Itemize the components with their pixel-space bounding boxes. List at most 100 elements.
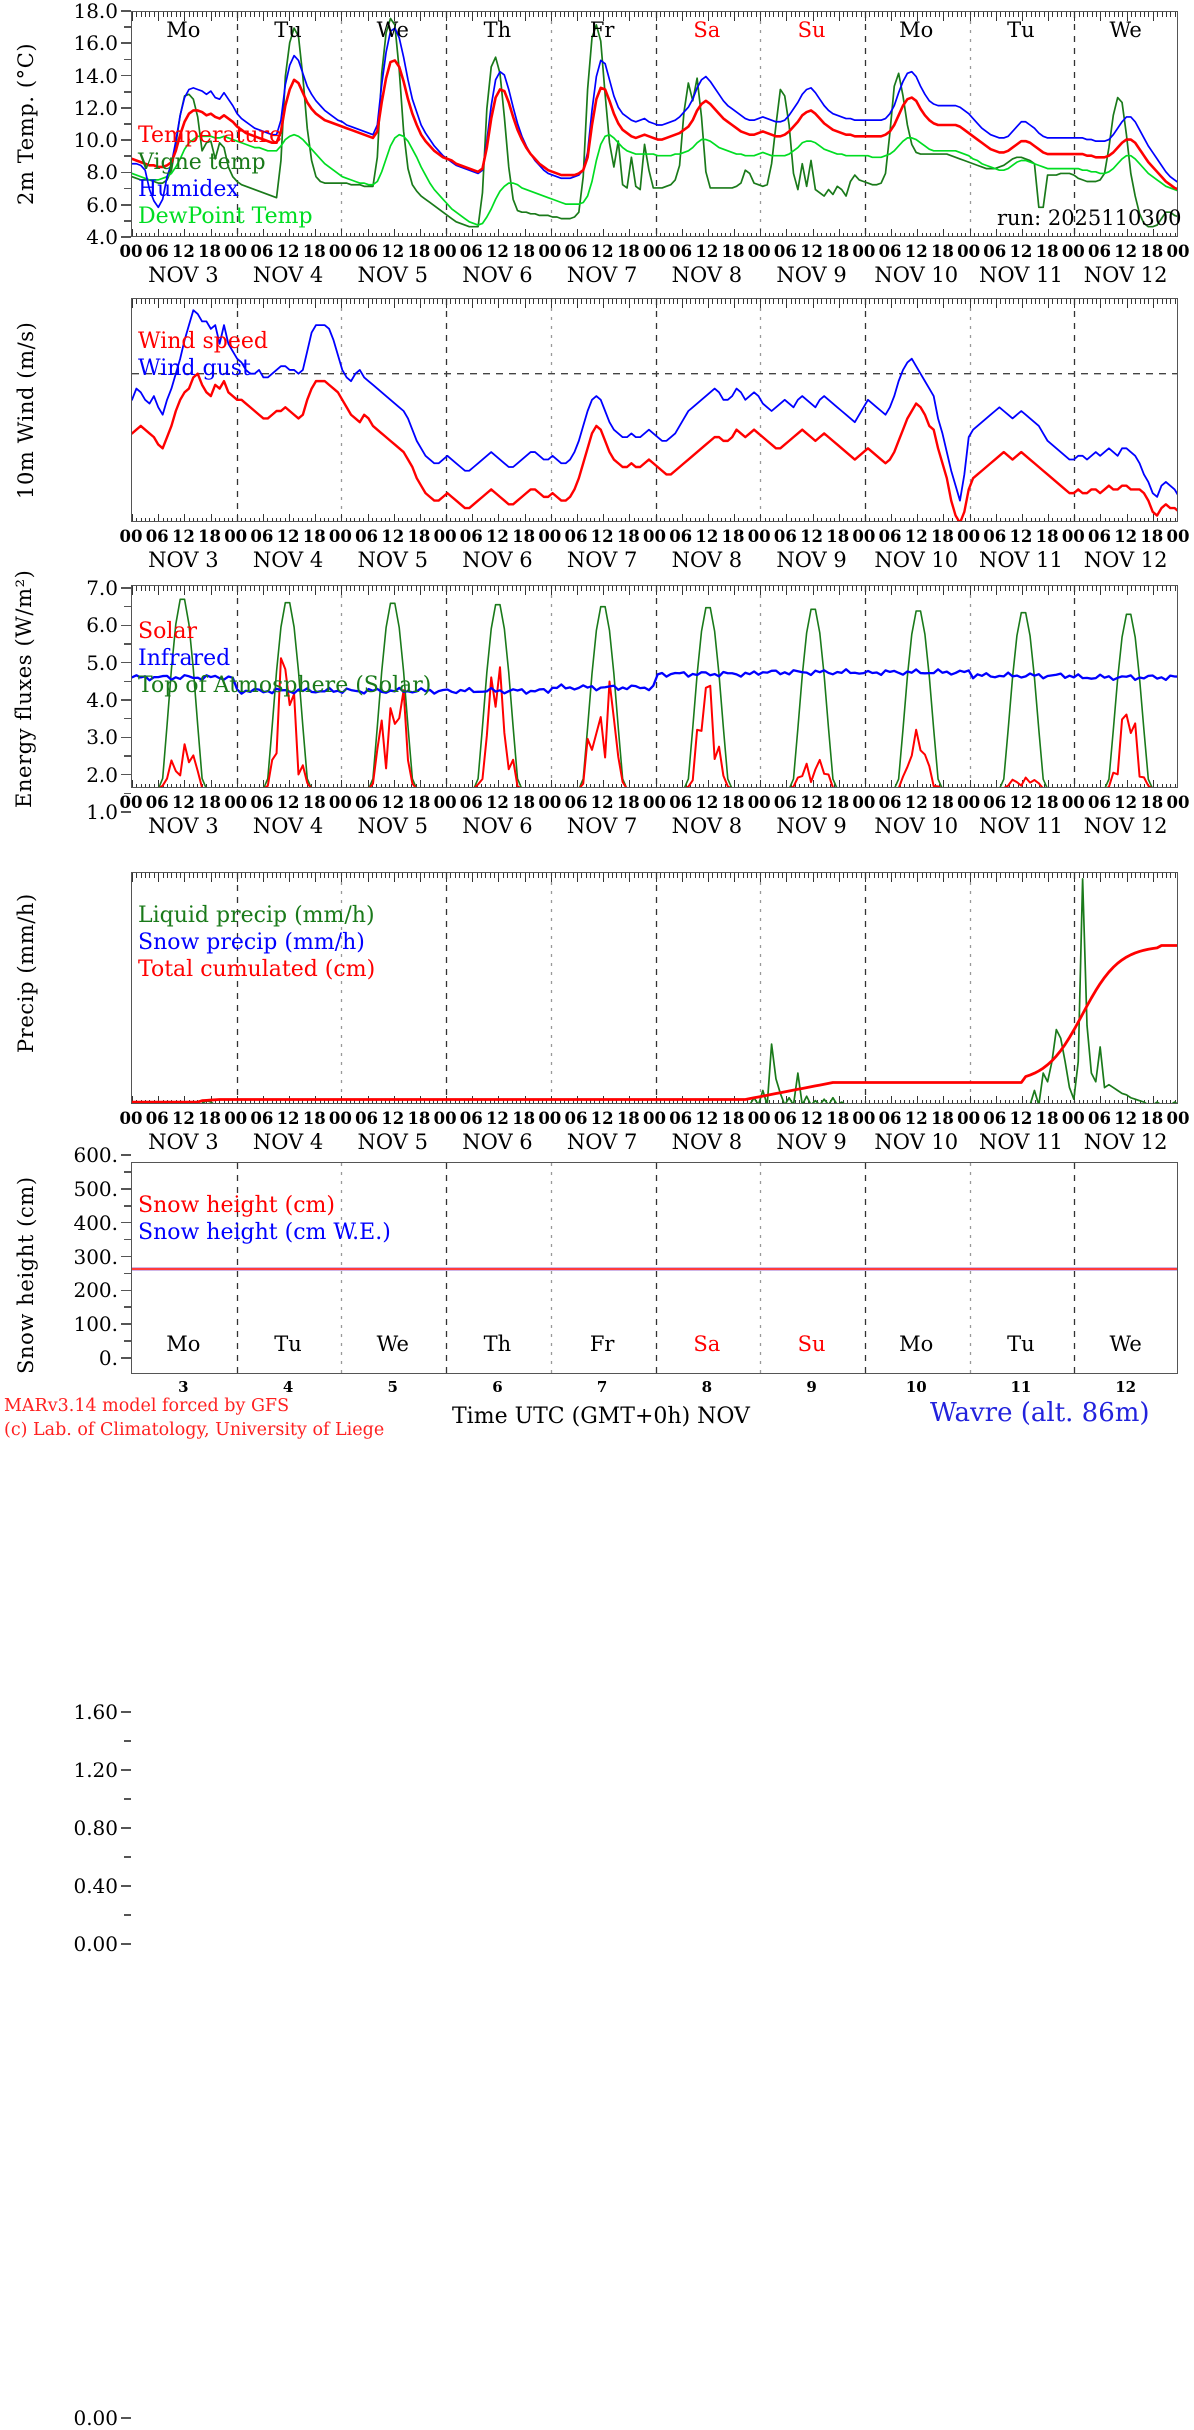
hour-tick-label: 18	[302, 793, 326, 812]
hour-tick-label: 06	[564, 527, 588, 546]
temperature-plot-svg	[132, 12, 1177, 236]
wind-plot-svg	[132, 299, 1177, 521]
hour-tick-label: 18	[1035, 527, 1059, 546]
hour-tick-label: 06	[773, 527, 797, 546]
hour-tick-label: 18	[1140, 242, 1164, 261]
hour-tick-label: 18	[512, 527, 536, 546]
hour-ticks-temperature: 00 06 12 18 00 06 12 18 00 06 12 18 00 06 12 18 00 06 12 18…	[0, 242, 1194, 262]
plot-area-wind	[131, 298, 1178, 522]
hour-tick-label: 06	[355, 527, 379, 546]
hour-tick-label: 00	[538, 527, 562, 546]
panel-precip: Precip (mm/h) 0.00 0.40 0.80 1.20 1.60 Liqui…	[0, 840, 1194, 1956]
hour-tick-label: 12	[485, 242, 509, 261]
model-credit-line1: MARv3.14 model forced by GFS	[4, 1396, 290, 1416]
day-of-week-label: Tu	[1007, 18, 1035, 42]
hour-tick-label: 18	[721, 527, 745, 546]
hour-tick-label: 18	[302, 527, 326, 546]
hour-tick-label: 06	[355, 1109, 379, 1128]
ytick-minor-mark	[124, 605, 131, 608]
day-label: NOV 3	[148, 263, 219, 287]
ytick-minor-mark	[124, 755, 131, 757]
day-number-label: 10	[905, 1378, 927, 1396]
ytick-label: 200.	[73, 1278, 118, 1303]
ytick-minor-mark	[124, 1856, 131, 1858]
day-number-label: 3	[178, 1378, 189, 1396]
day-label: NOV 11	[979, 814, 1063, 838]
day-label: NOV 12	[1083, 263, 1168, 287]
day-label: NOV 6	[462, 1130, 533, 1154]
hour-tick-label: 12	[485, 793, 509, 812]
legend-energy: Solar Infrared Top of Atmosphere (Solar)	[138, 618, 431, 699]
hour-tick-label: 18	[512, 242, 536, 261]
day-label: NOV 4	[252, 814, 324, 838]
hour-ticks-wind: 00 06 12 18 00 06 12 18 00 06 12 18 00 06 12 18 00 06 12 18…	[0, 527, 1194, 547]
hour-tick-label: 12	[590, 793, 614, 812]
axis-label-precip: Precip (mm/h)	[14, 893, 38, 1053]
hour-tick-label: 12	[695, 242, 719, 261]
hour-tick-label: 12	[276, 242, 300, 261]
ytick-mark	[121, 74, 131, 77]
day-label: NOV 7	[566, 1130, 638, 1154]
hour-tick-label: 18	[616, 793, 640, 812]
hour-tick-label: 00	[747, 1109, 771, 1128]
hour-tick-label: 12	[485, 1109, 509, 1128]
day-number-label: 11	[1010, 1378, 1032, 1396]
ytick-label: 2.0	[86, 762, 118, 787]
ytick-minor-mark	[124, 1914, 131, 1916]
ytick-mark	[121, 42, 131, 45]
hour-tick-label: 06	[145, 793, 169, 812]
day-label: NOV 10	[874, 814, 959, 838]
day-label: NOV 8	[671, 1130, 743, 1154]
hour-tick-label: 18	[407, 242, 431, 261]
ytick-mark	[121, 236, 131, 238]
ytick-mark	[121, 811, 131, 813]
hour-tick-label: 12	[1009, 1109, 1033, 1128]
hour-tick-label: 06	[1087, 242, 1111, 261]
hour-tick-label: 06	[1087, 793, 1111, 812]
legend-item-dewpoint: DewPoint Temp	[138, 204, 313, 229]
ytick-mark	[121, 107, 131, 109]
ytick-minor-mark	[124, 1306, 131, 1309]
hour-tick-label: 06	[878, 1109, 902, 1128]
hour-tick-label: 00	[1061, 1109, 1085, 1128]
day-label: NOV 7	[566, 814, 638, 838]
ytick-minor-mark	[124, 58, 131, 61]
hour-tick-label: 12	[276, 793, 300, 812]
hour-tick-label: 00	[328, 242, 352, 261]
axis-label-energy: Energy fluxes (W/m²)	[12, 569, 36, 808]
hour-tick-label: 12	[381, 242, 405, 261]
hour-tick-label: 12	[590, 242, 614, 261]
hour-tick-label: 00	[328, 793, 352, 812]
ytick-mark	[121, 1711, 131, 1713]
panel-wind: 10m Wind (m/s) 1.0 2.0 3.0 4.0 5.0 6.0 7.0 Win…	[0, 290, 1194, 824]
hour-tick-label: 18	[198, 527, 221, 546]
legend-item-humidex: Humidex	[138, 177, 239, 202]
hour-tick-label: 00	[1061, 527, 1085, 546]
ytick-label: 8.0	[86, 160, 118, 185]
ytick-label: 10.0	[73, 128, 118, 153]
ytick-mark	[121, 139, 131, 141]
ytick-minor-mark	[124, 792, 131, 795]
hour-tick-label: 12	[1009, 527, 1033, 546]
hour-tick-label: 00	[1166, 1109, 1190, 1128]
day-of-week-label: Sa	[693, 18, 721, 42]
hour-tick-label: 12	[276, 1109, 300, 1128]
hour-tick-label: 18	[721, 1109, 745, 1128]
dayofweek-row-temperature: Mo Tu We Th Fr Sa Su Mo Tu We	[0, 18, 1194, 44]
hour-tick-label: 18	[721, 793, 745, 812]
hour-tick-label: 00	[747, 242, 771, 261]
daynumber-row-snow: 3 4 5 6 7 8 9 10 11 12	[0, 1378, 1194, 1398]
day-number-label: 4	[282, 1378, 294, 1396]
ytick-mark	[121, 10, 131, 12]
day-label: NOV 11	[979, 1130, 1063, 1154]
panel-temperature: 2m Temp. (°C) 4.0 6.0 8.0 10.0 12.0 14.0 16.0 1…	[0, 0, 1194, 290]
day-of-week-label: Tu	[1007, 1332, 1035, 1356]
ytick-label: 0.00	[73, 2406, 118, 2430]
hour-tick-label: 00	[433, 242, 457, 261]
day-of-week-label: Su	[797, 18, 826, 42]
hour-tick-label: 06	[564, 1109, 588, 1128]
day-of-week-label: We	[376, 1332, 409, 1356]
plot-area-snow	[131, 1162, 1178, 1374]
hour-tick-label: 00	[538, 793, 562, 812]
day-label: NOV 12	[1083, 1130, 1168, 1154]
